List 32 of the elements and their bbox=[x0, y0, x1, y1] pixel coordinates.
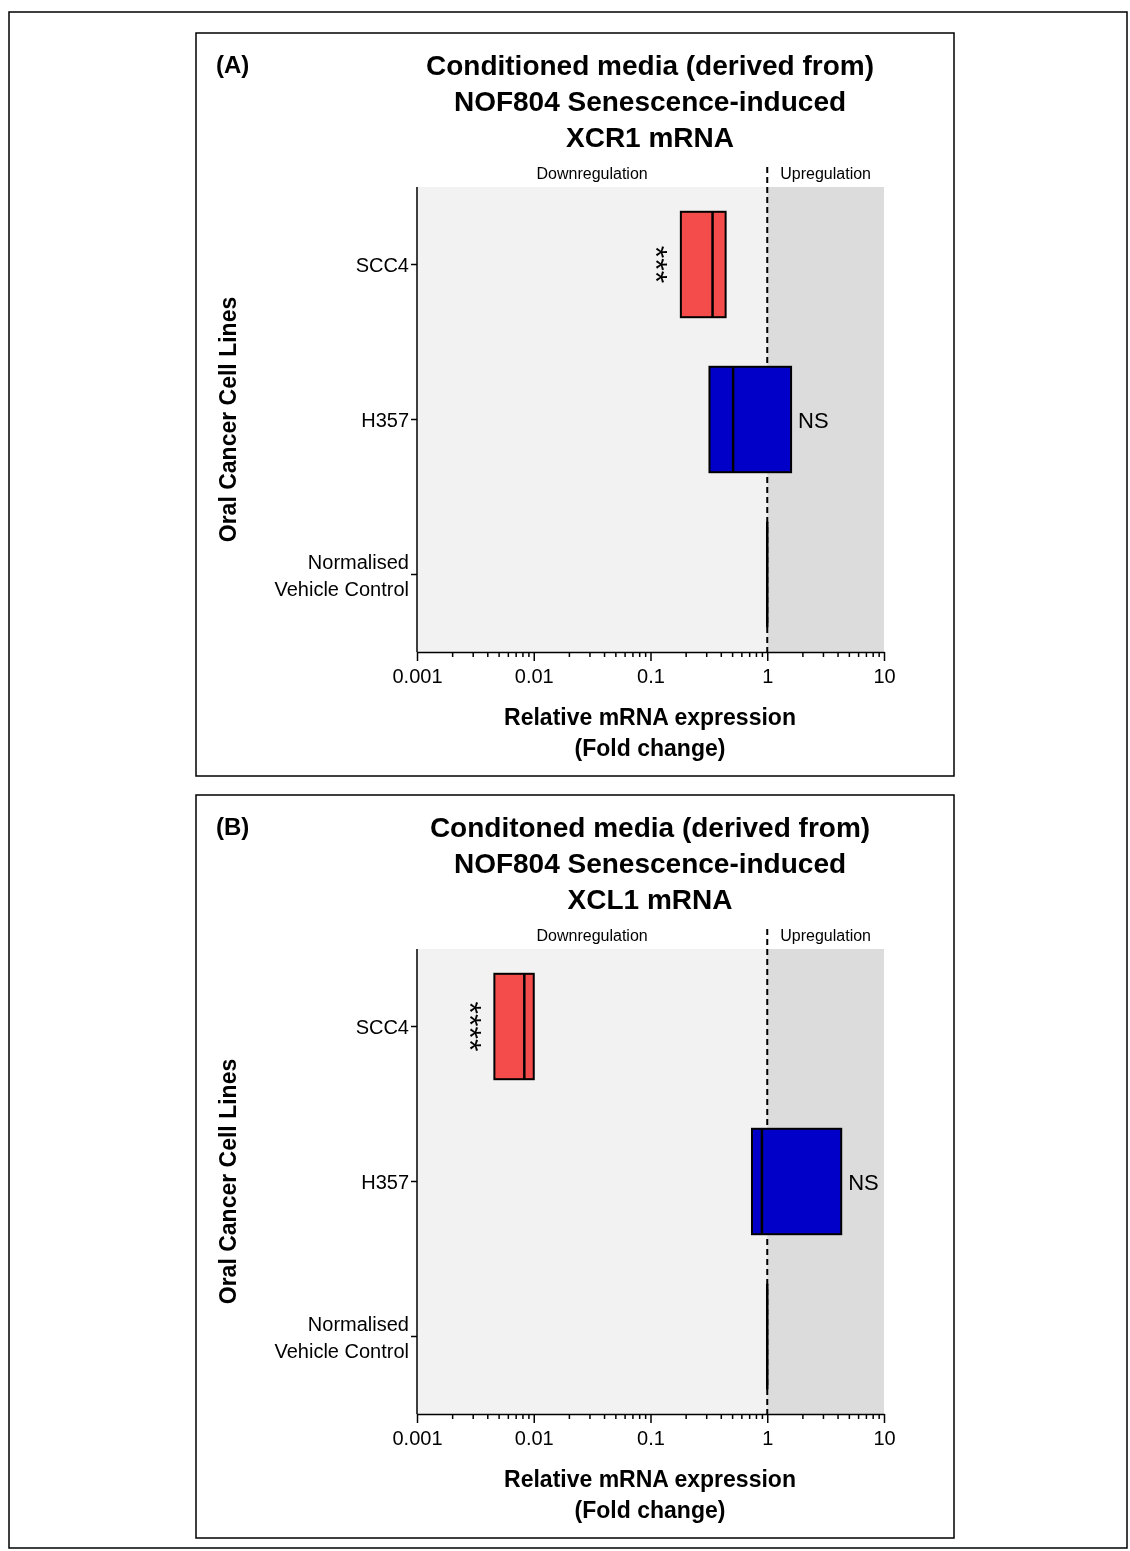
band-label: Downregulation bbox=[536, 165, 648, 182]
chart-title: Conditoned media (derived from) NOF804 Senescence-induced XCL1 mRNA bbox=[429, 812, 871, 915]
annotation: NS bbox=[848, 1169, 879, 1195]
x-tick-label: 10 bbox=[873, 1427, 896, 1449]
annotation: *** bbox=[638, 245, 675, 284]
y-tick-label: H357 bbox=[361, 408, 409, 431]
x-axis-title: Relative mRNA expression (Fold change) bbox=[504, 704, 796, 761]
band-label: Upregulation bbox=[780, 927, 871, 944]
y-tick-label: SCC4 bbox=[355, 253, 409, 276]
y-tick-label: Normalised Vehicle Control bbox=[274, 1312, 409, 1362]
x-tick-label: 0.001 bbox=[392, 1427, 443, 1449]
y-tick-label: SCC4 bbox=[355, 1015, 409, 1038]
y-tick-label: Normalised Vehicle Control bbox=[274, 550, 409, 600]
x-tick-label: 10 bbox=[873, 665, 896, 687]
y-axis-title: Oral Cancer Cell Lines bbox=[215, 1058, 241, 1305]
x-tick-label: 0.01 bbox=[514, 665, 554, 687]
x-tick-label: 0.1 bbox=[637, 1427, 665, 1449]
band-label: Downregulation bbox=[536, 927, 648, 944]
x-tick-label: 0.01 bbox=[514, 1427, 554, 1449]
y-tick-label: H357 bbox=[361, 1170, 409, 1193]
chart-title: Conditioned media (derived from) NOF804 Senescence-induced XCR1 mRNA bbox=[425, 50, 875, 153]
x-axis-title: Relative mRNA expression (Fold change) bbox=[504, 1466, 796, 1523]
text: (A) bbox=[216, 51, 250, 78]
annotation: NS bbox=[798, 407, 829, 433]
x-tick-label: 1 bbox=[762, 1427, 774, 1449]
text: (B) bbox=[216, 813, 250, 840]
band-label: Upregulation bbox=[780, 165, 871, 182]
y-axis-title: Oral Cancer Cell Lines bbox=[215, 296, 241, 543]
x-tick-label: 0.001 bbox=[392, 665, 443, 687]
x-tick-label: 0.1 bbox=[637, 665, 665, 687]
annotation: **** bbox=[451, 1001, 488, 1052]
x-tick-label: 1 bbox=[762, 665, 774, 687]
